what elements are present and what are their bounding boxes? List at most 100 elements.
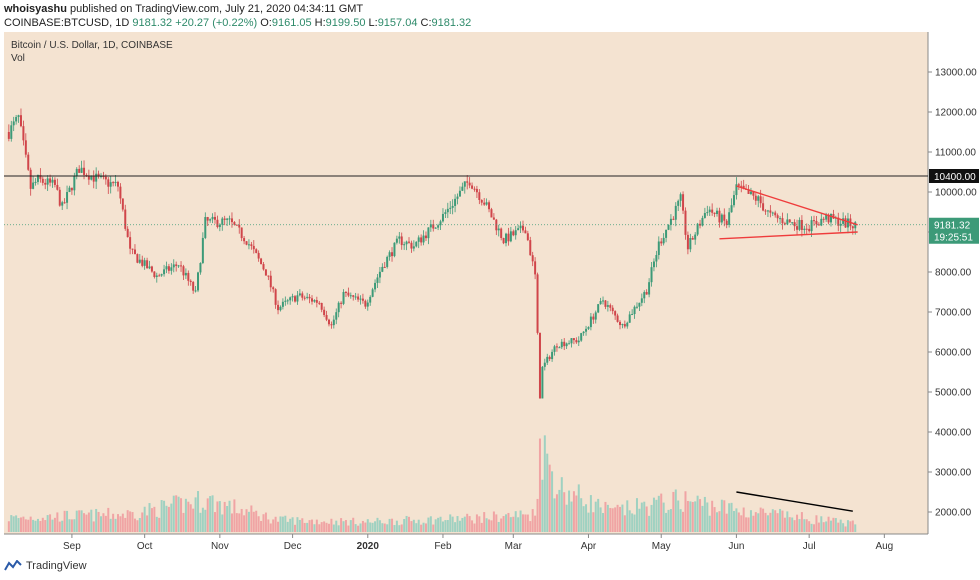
volume-bar (672, 491, 675, 532)
candle-body (148, 266, 151, 269)
candle-body (320, 302, 323, 310)
volume-bar (769, 512, 772, 532)
candle-body (691, 238, 694, 240)
candle-body (759, 196, 762, 204)
publisher-name[interactable]: whoisyashu (4, 3, 67, 15)
candle-body (182, 266, 185, 276)
volume-bar (395, 520, 398, 532)
candle-body (403, 244, 406, 246)
candle-body (543, 362, 546, 367)
candle-body (398, 236, 401, 239)
candle-body (512, 231, 515, 236)
candle-body (742, 185, 745, 189)
candle-body (728, 212, 731, 225)
candle-body (633, 306, 636, 315)
volume-bar (359, 523, 362, 532)
candle-body (75, 168, 78, 177)
candle-body (791, 222, 794, 224)
volume-bar (633, 514, 636, 532)
volume-bar (192, 508, 195, 532)
volume-bar (548, 464, 551, 532)
volume-bar (352, 517, 355, 532)
time-tick-label: 2020 (357, 541, 380, 552)
candle-body (369, 296, 372, 303)
volume-bar (827, 516, 830, 532)
drawings[interactable] (719, 185, 858, 512)
volume-bar (342, 521, 345, 532)
volume-bar (565, 504, 568, 532)
time-axis[interactable]: Sep Oct Nov Dec 2020 Feb Mar Apr May Jun Jul Aug (63, 534, 893, 552)
candle-body (788, 219, 791, 223)
time-tick-label: Apr (581, 541, 597, 552)
volume-bar (146, 515, 149, 532)
volume-bar (505, 514, 508, 532)
ohlc-line: COINBASE:BTCUSD, 1D 9181.32 +20.27 (+0.2… (4, 17, 471, 29)
low-value: 9157.04 (377, 17, 418, 29)
volume-bar (177, 496, 180, 532)
volume-bar (63, 510, 66, 532)
candle-body (315, 300, 318, 303)
volume-bar (252, 511, 255, 532)
candle-body (245, 241, 248, 245)
candle-body (415, 241, 418, 247)
volume-bar (502, 516, 505, 532)
time-tick-label: Dec (284, 541, 302, 552)
volume-bar (441, 521, 444, 532)
candle-body (803, 228, 806, 230)
candle-body (623, 324, 626, 327)
volume-bar (121, 513, 124, 532)
volume-bar (408, 516, 411, 532)
candle-body (621, 324, 624, 326)
candle-body (327, 319, 330, 325)
last-price-tag (929, 217, 979, 244)
candle-body (483, 202, 486, 205)
candle-body (165, 266, 168, 270)
volume-bar (197, 491, 200, 532)
candle-body (102, 176, 105, 178)
candle-body (662, 237, 665, 244)
volume-bars (7, 435, 857, 532)
candle-body (706, 212, 709, 214)
candle-body (141, 259, 144, 266)
brand-name[interactable]: TradingView (26, 560, 87, 572)
candle-body (766, 210, 769, 212)
candle-body (235, 224, 238, 226)
candle-body (374, 282, 377, 290)
candle-body (51, 179, 54, 183)
candle-body (854, 222, 857, 229)
volume-bar (417, 519, 420, 532)
volume-bar (660, 493, 663, 532)
candle-body (572, 338, 575, 341)
candle-body (781, 218, 784, 224)
price-chart[interactable]: 2000.00 3000.00 4000.00 5000.00 6000.00 7000.… (0, 32, 980, 554)
candle-body (87, 175, 90, 180)
volume-bar (808, 521, 811, 532)
candle-body (63, 202, 66, 204)
volume-bar (180, 498, 183, 532)
volume-bar (383, 523, 386, 532)
price-axis[interactable]: 2000.00 3000.00 4000.00 5000.00 6000.00 7000.… (928, 68, 977, 519)
candle-body (805, 228, 808, 230)
candle-body (665, 229, 668, 238)
candle-body (441, 213, 444, 222)
chart-area[interactable]: 2000.00 3000.00 4000.00 5000.00 6000.00 7000.… (0, 32, 980, 554)
candle-body (565, 343, 568, 347)
candle-body (514, 230, 517, 236)
volume-bar (546, 453, 549, 532)
candle-body (575, 340, 578, 343)
time-tick-label: Nov (211, 541, 229, 552)
candle-body (657, 241, 660, 256)
candle-body (129, 237, 132, 249)
price-tick-label: 10000.00 (935, 188, 977, 199)
candle-body (822, 218, 825, 220)
candle-body (577, 340, 580, 343)
candle-body (555, 346, 558, 348)
candle-body (192, 281, 195, 291)
volume-bar (83, 513, 86, 532)
volume-bar (529, 521, 532, 532)
volume-bar (495, 514, 498, 532)
candle-body (170, 267, 173, 271)
volume-bar (849, 521, 852, 532)
volume-bar (262, 514, 265, 532)
candle-body (478, 192, 481, 201)
